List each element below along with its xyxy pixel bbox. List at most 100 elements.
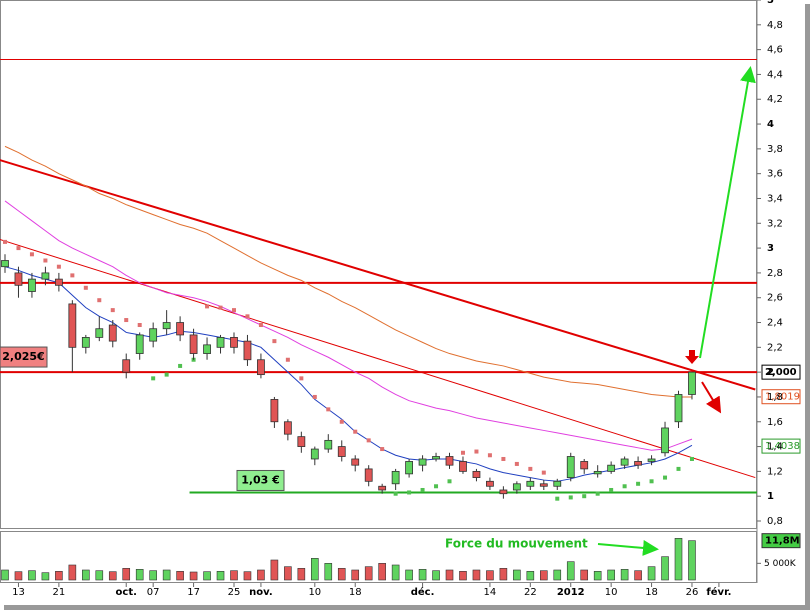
volume-bar <box>405 569 413 581</box>
sar-dot <box>434 484 439 489</box>
volume-bar <box>607 569 615 581</box>
volume-bar <box>55 571 63 581</box>
volume-bar <box>620 569 629 581</box>
volume-bar <box>95 570 104 581</box>
candle-body <box>391 470 400 485</box>
y-tick-label: 2,8 <box>767 268 783 279</box>
candle-body <box>189 334 198 354</box>
candle-body <box>553 480 562 487</box>
sar-dot <box>460 450 465 455</box>
price-tag-label: 1,8019 <box>765 392 800 403</box>
sar-dot <box>326 407 331 412</box>
candle-body <box>324 439 333 450</box>
candle-body <box>243 340 252 361</box>
shadow <box>805 4 810 610</box>
y-tick-label: 3,6 <box>767 169 783 180</box>
candle-body <box>688 371 696 395</box>
price-tag-label: 1,4038 <box>765 441 800 452</box>
candle-body <box>593 470 602 475</box>
x-tick-label: 10 <box>605 587 618 598</box>
volume-bar <box>432 570 440 581</box>
x-tick-label: 07 <box>147 587 160 598</box>
x-tick-label: févr. <box>706 586 731 598</box>
sar-dot <box>582 494 587 499</box>
sar-dot <box>609 487 614 492</box>
volume-bar <box>297 568 306 581</box>
sar-dot <box>29 252 34 257</box>
candle-body <box>512 483 521 491</box>
sar-dot <box>447 479 452 484</box>
y-tick-label: 2,6 <box>767 293 783 304</box>
level-tag <box>0 346 48 368</box>
sar-dot <box>487 453 492 458</box>
sar-dot <box>514 461 519 466</box>
volume-bar <box>486 570 494 581</box>
volume-bar <box>14 571 23 581</box>
sar-dot <box>285 357 290 362</box>
level-tag-label: 2,025€ <box>2 350 44 363</box>
sar-dot <box>393 491 398 496</box>
y-tick-label: 4,8 <box>767 20 783 31</box>
volume-bar <box>351 569 360 581</box>
sar-dot <box>541 470 546 475</box>
sar-dot <box>380 447 385 452</box>
candle-body <box>216 337 225 348</box>
volume-bar <box>593 571 602 581</box>
x-tick-label: 2012 <box>557 587 585 598</box>
y-tick-label: 4,4 <box>767 69 783 80</box>
volume-bar <box>135 569 144 581</box>
trendline <box>0 239 756 479</box>
candle-body <box>95 328 104 338</box>
volume-bar <box>243 571 252 581</box>
candle-body <box>526 480 535 487</box>
candle-body <box>620 458 629 466</box>
annotation: Force du mouvement <box>445 537 588 551</box>
sar-dot <box>689 456 694 461</box>
candle-body <box>445 456 454 466</box>
candle-body <box>418 458 427 466</box>
x-tick-label: 10 <box>308 587 321 598</box>
candle-body <box>122 359 131 373</box>
target-arrow <box>699 66 756 359</box>
candle-body <box>472 470 481 478</box>
volume-bar <box>634 570 642 581</box>
x-tick-label: 22 <box>524 587 537 598</box>
volume-bar <box>122 568 131 581</box>
y-tick-label: 3 <box>767 243 774 254</box>
x-tick-label: 13 <box>12 587 25 598</box>
level-tag <box>236 469 285 491</box>
candle-body <box>634 461 642 466</box>
volume-tag-label: 11,8M <box>765 536 800 547</box>
sar-dot <box>3 239 7 244</box>
candle-body <box>68 303 77 348</box>
candle-body <box>54 278 63 286</box>
sar-dot <box>124 318 129 323</box>
candle-body <box>203 344 211 354</box>
y-tick-label: 1 <box>767 491 774 502</box>
candle-body <box>28 278 36 292</box>
candle-body <box>378 485 387 491</box>
volume-bar <box>337 568 346 581</box>
volume-bar <box>566 561 575 581</box>
sar-dot <box>649 479 654 484</box>
x-tick-label: 17 <box>187 587 200 598</box>
candle-body <box>149 328 158 342</box>
candle-body <box>405 461 414 475</box>
candle-body <box>230 337 238 348</box>
sar-dot <box>70 273 75 278</box>
level-tag-label: 1,03 € <box>241 473 280 486</box>
sar-dot <box>178 363 183 368</box>
candle-body <box>283 421 292 435</box>
sar-dot <box>595 491 600 496</box>
sar-dot <box>151 376 156 381</box>
candle-body <box>41 272 50 280</box>
y-tick-label: 2,4 <box>767 318 783 329</box>
volume-bar <box>284 566 292 581</box>
x-tick-label: 25 <box>228 587 241 598</box>
candle-body <box>135 334 144 354</box>
sar-dot <box>137 323 142 328</box>
volume-bar <box>176 571 184 581</box>
sar-dot <box>366 438 371 443</box>
volume-bar <box>68 564 77 581</box>
